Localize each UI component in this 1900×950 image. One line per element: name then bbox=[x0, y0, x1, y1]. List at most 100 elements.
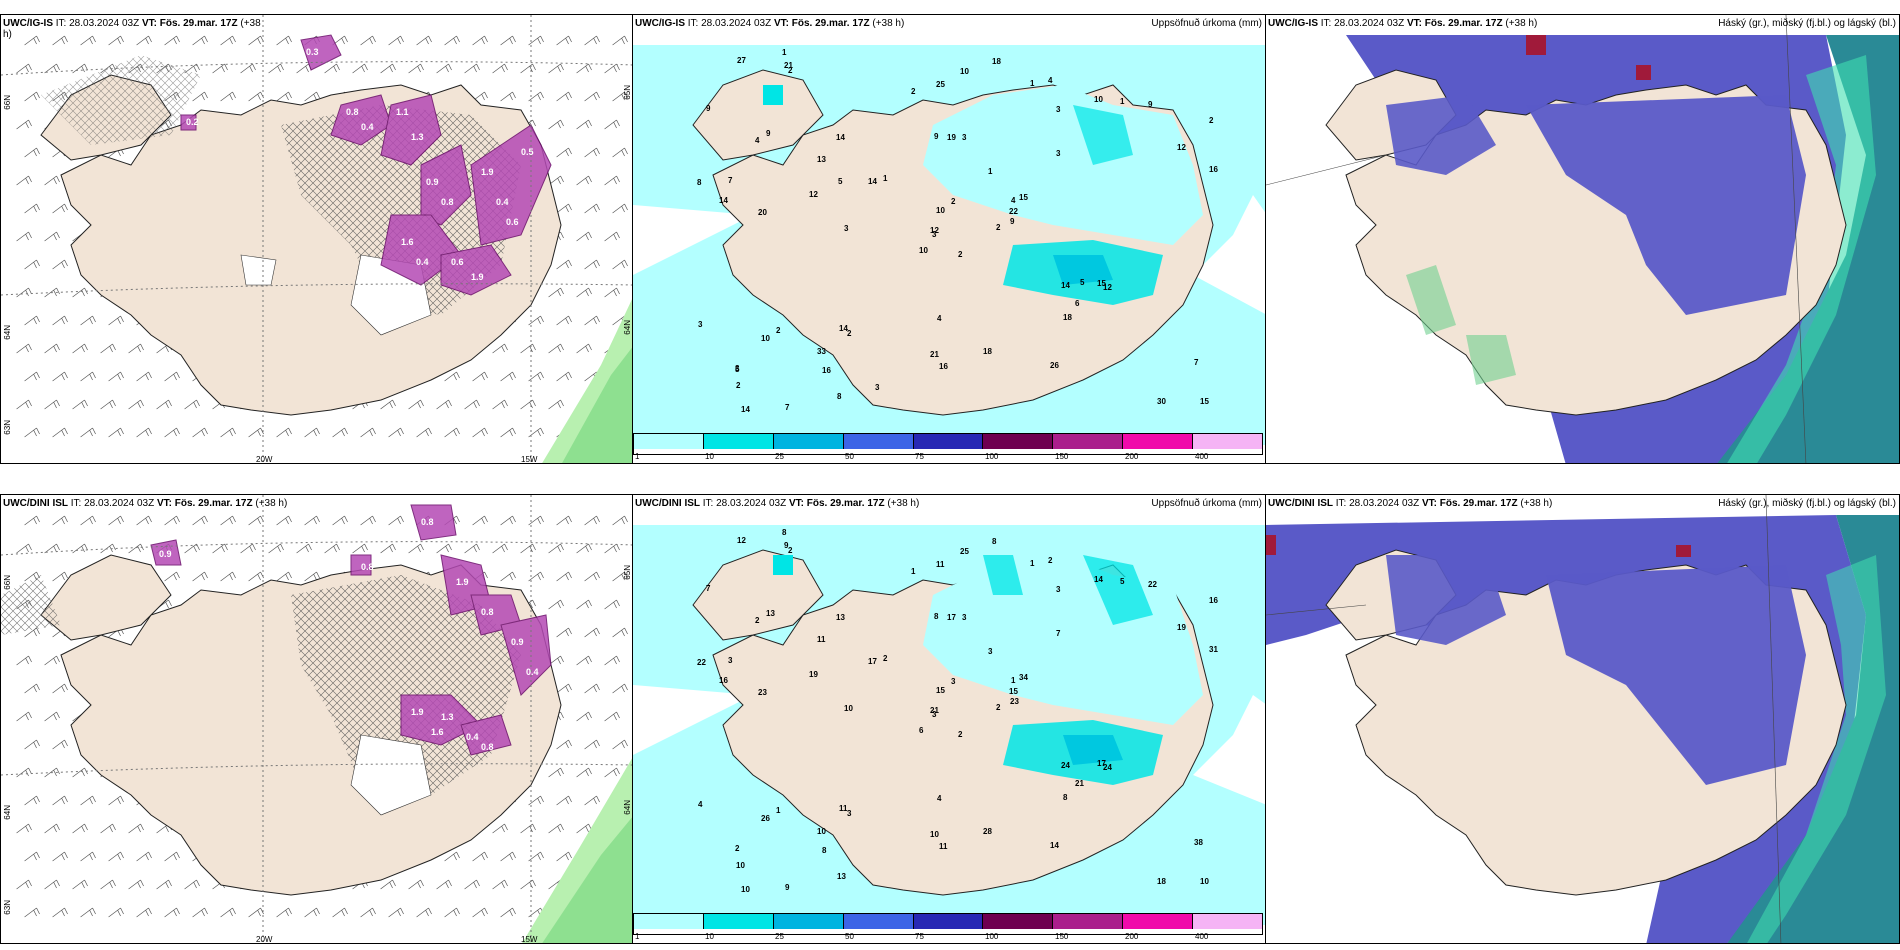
colorbar-tick: 10 bbox=[705, 932, 714, 941]
wind-barb bbox=[80, 371, 96, 382]
wind-barb bbox=[136, 35, 152, 46]
wind-barb bbox=[80, 315, 96, 326]
precip-value: 2 bbox=[911, 87, 916, 96]
wind-barb bbox=[24, 907, 40, 918]
wind-barb bbox=[604, 231, 620, 242]
precip-value: 2 bbox=[776, 326, 781, 335]
wind-barb bbox=[16, 343, 32, 354]
colorbar-tick: 400 bbox=[1195, 452, 1209, 461]
wind-barb bbox=[52, 371, 68, 382]
precip-value: 19 bbox=[809, 670, 818, 679]
wind-barb bbox=[472, 371, 488, 382]
model-name: UWC/DINI ISL bbox=[635, 498, 700, 509]
snow-value: 0.5 bbox=[521, 147, 534, 157]
wind-barb bbox=[24, 147, 40, 158]
precip-value: 22 bbox=[1148, 580, 1157, 589]
precip-value: 16 bbox=[939, 362, 948, 371]
wind-barb bbox=[380, 63, 396, 74]
precip-value: 1 bbox=[988, 167, 993, 176]
wind-barb bbox=[416, 427, 432, 438]
wind-barb bbox=[24, 683, 40, 694]
colorbar-segment bbox=[1193, 434, 1263, 449]
colorbar-tick: 25 bbox=[775, 452, 784, 461]
lon-label-15w: 15W bbox=[521, 455, 538, 464]
wind-barb bbox=[108, 315, 124, 326]
wind-barb bbox=[408, 543, 424, 554]
wind-barb bbox=[100, 879, 116, 890]
precip-value: 8 bbox=[992, 537, 997, 546]
wind-barb bbox=[388, 427, 404, 438]
precip-value: 2 bbox=[996, 223, 1001, 232]
lon-label-20w: 20W bbox=[256, 935, 273, 944]
wind-barb bbox=[248, 427, 264, 438]
wind-barb bbox=[612, 739, 628, 750]
wind-barb bbox=[584, 739, 600, 750]
colorbar bbox=[633, 913, 1263, 935]
precip-value: 2 bbox=[1209, 116, 1214, 125]
wind-barb bbox=[304, 91, 320, 102]
wind-barb bbox=[352, 543, 368, 554]
colorbar-tick: 75 bbox=[915, 932, 924, 941]
wind-barb bbox=[556, 515, 572, 526]
wind-barb bbox=[240, 63, 256, 74]
wind-barb bbox=[324, 63, 340, 74]
wind-barb bbox=[464, 399, 480, 410]
wind-barb bbox=[24, 203, 40, 214]
precip-value: 19 bbox=[947, 133, 956, 142]
panel-header: UWC/IG-IS IT: 28.03.2024 03Z VT: Fös. 29… bbox=[635, 18, 904, 29]
wind-barb bbox=[128, 879, 144, 890]
wind-barb bbox=[52, 907, 68, 918]
lat-label: 64N bbox=[3, 805, 12, 820]
wind-barb bbox=[16, 655, 32, 666]
wind-barb bbox=[164, 427, 180, 438]
precip-value: 3 bbox=[1056, 585, 1061, 594]
precip-value: 10 bbox=[844, 704, 853, 713]
precip-value: 8 bbox=[934, 612, 939, 621]
precip-value: 24 bbox=[1061, 761, 1070, 770]
wind-barb bbox=[528, 571, 544, 582]
init-time-label: IT: bbox=[55, 18, 67, 29]
wind-barb bbox=[304, 907, 320, 918]
precip-value: 15 bbox=[1019, 193, 1028, 202]
wind-barb bbox=[268, 63, 284, 74]
precip-value: 4 bbox=[1048, 76, 1053, 85]
lat-label: 66N bbox=[3, 95, 12, 110]
precip-value: 8 bbox=[697, 178, 702, 187]
wind-barb bbox=[164, 907, 180, 918]
wind-barb bbox=[604, 119, 620, 130]
lat-label-right: 65N bbox=[623, 565, 632, 580]
wind-barb bbox=[100, 343, 116, 354]
wind-barb bbox=[416, 35, 432, 46]
map-clouds-dini bbox=[1266, 495, 1899, 943]
precip-value: 22 bbox=[697, 658, 706, 667]
wind-barb bbox=[24, 35, 40, 46]
map-wind-snow-dini: 0.80.91.90.80.90.41.91.6 0.40.81.30.40.8 bbox=[1, 495, 632, 943]
snow-value: 1.9 bbox=[481, 167, 494, 177]
wind-barb bbox=[444, 427, 460, 438]
precip-value: 2 bbox=[1048, 556, 1053, 565]
wind-barb bbox=[220, 91, 236, 102]
wind-barb bbox=[80, 907, 96, 918]
panel-precip-igis: 2 4 3 3 4 2 4 3 3 2 2 15 20 2 10 3 7 9 1 2 1 2 16 19 15 12 9 25 14 14… bbox=[632, 14, 1266, 464]
precip-value: 10 bbox=[1200, 877, 1209, 886]
precip-value: 31 bbox=[1209, 645, 1218, 654]
snow-value: 0.4 bbox=[416, 257, 429, 267]
precip-value: 11 bbox=[939, 842, 948, 851]
wind-barb bbox=[548, 399, 564, 410]
precip-value: 1 bbox=[1030, 559, 1035, 568]
wind-barb bbox=[136, 907, 152, 918]
wind-barb bbox=[52, 739, 68, 750]
wind-barb bbox=[72, 879, 88, 890]
model-name: UWC/DINI ISL bbox=[1268, 498, 1333, 509]
lead-time: (+38 h) bbox=[887, 498, 920, 509]
wind-barb bbox=[464, 543, 480, 554]
precip-value: 14 bbox=[868, 177, 877, 186]
colorbar-segment bbox=[773, 914, 844, 929]
wind-barb bbox=[380, 399, 396, 410]
init-time: 28.03.2024 03Z bbox=[701, 18, 772, 29]
lat-label-right: 65N bbox=[623, 85, 632, 100]
snow-value: 0.4 bbox=[171, 592, 184, 602]
snow-value: 0.9 bbox=[511, 637, 524, 647]
wind-barb bbox=[548, 119, 564, 130]
wind-barb bbox=[472, 35, 488, 46]
